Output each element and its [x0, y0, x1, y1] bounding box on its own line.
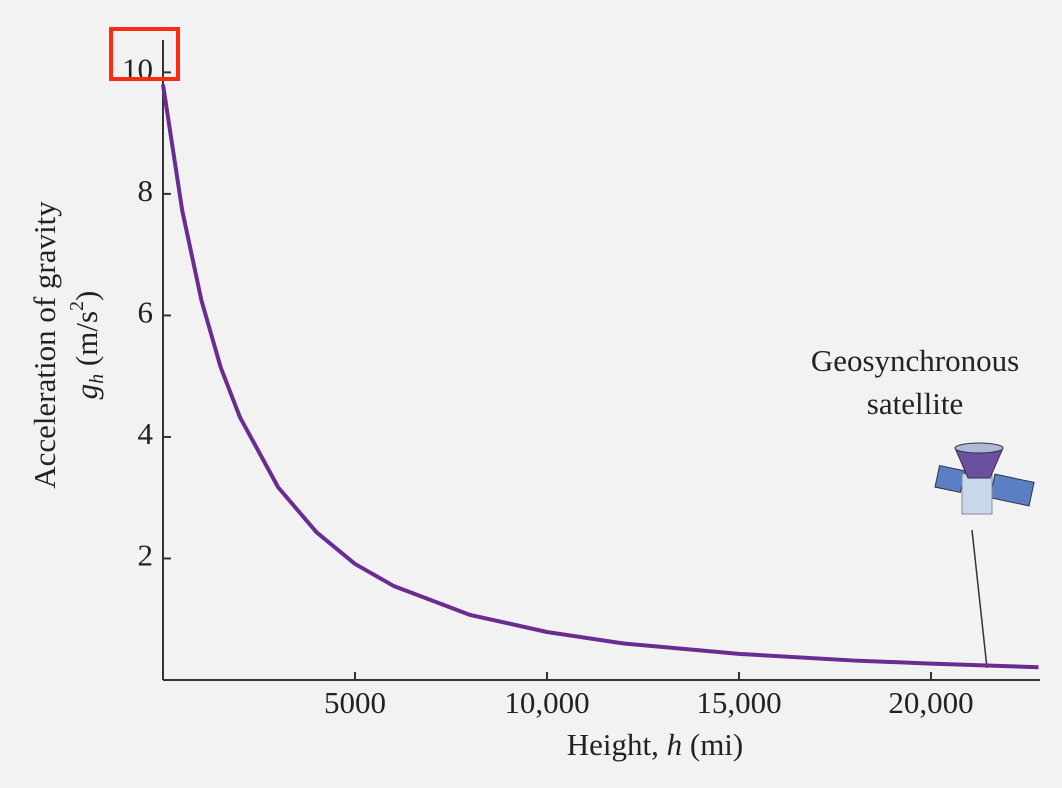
x-label-symbol: h	[667, 727, 683, 762]
y-label-line1: Acceleration of gravity	[27, 201, 62, 489]
y-label-close: )	[69, 291, 104, 301]
curve	[161, 84, 1039, 670]
annotation-pointer	[971, 529, 988, 669]
y-tick-label: 10	[122, 51, 153, 86]
y-label-line2: gh (m/s2)	[66, 291, 108, 400]
x-axis-label: Height, h (mi)	[567, 727, 744, 762]
x-label-unit: (mi)	[682, 727, 743, 762]
y-label-symbol: g	[69, 384, 104, 400]
x-tick-label: 5000	[324, 685, 386, 720]
x-tick-label: 15,000	[696, 685, 781, 720]
y-tick-label: 2	[138, 538, 154, 573]
y-tick-label: 8	[138, 173, 154, 208]
y-label-exponent: 2	[66, 301, 88, 311]
x-label-text: Height,	[567, 727, 667, 762]
y-label-subscript: h	[86, 374, 108, 384]
y-tick-label: 6	[138, 295, 154, 330]
annotation: Geosynchronous	[811, 343, 1019, 378]
highlight-box	[109, 27, 180, 81]
y-axis-label: Acceleration of gravity gh (m/s2)	[27, 201, 107, 489]
x-tick-label: 10,000	[504, 685, 589, 720]
y-tick-label: 4	[138, 416, 154, 451]
y-label-unit: (m/s	[69, 311, 104, 374]
annotation: satellite	[867, 386, 963, 421]
satellite-icon	[934, 442, 1035, 515]
x-tick-label: 20,000	[888, 685, 973, 720]
